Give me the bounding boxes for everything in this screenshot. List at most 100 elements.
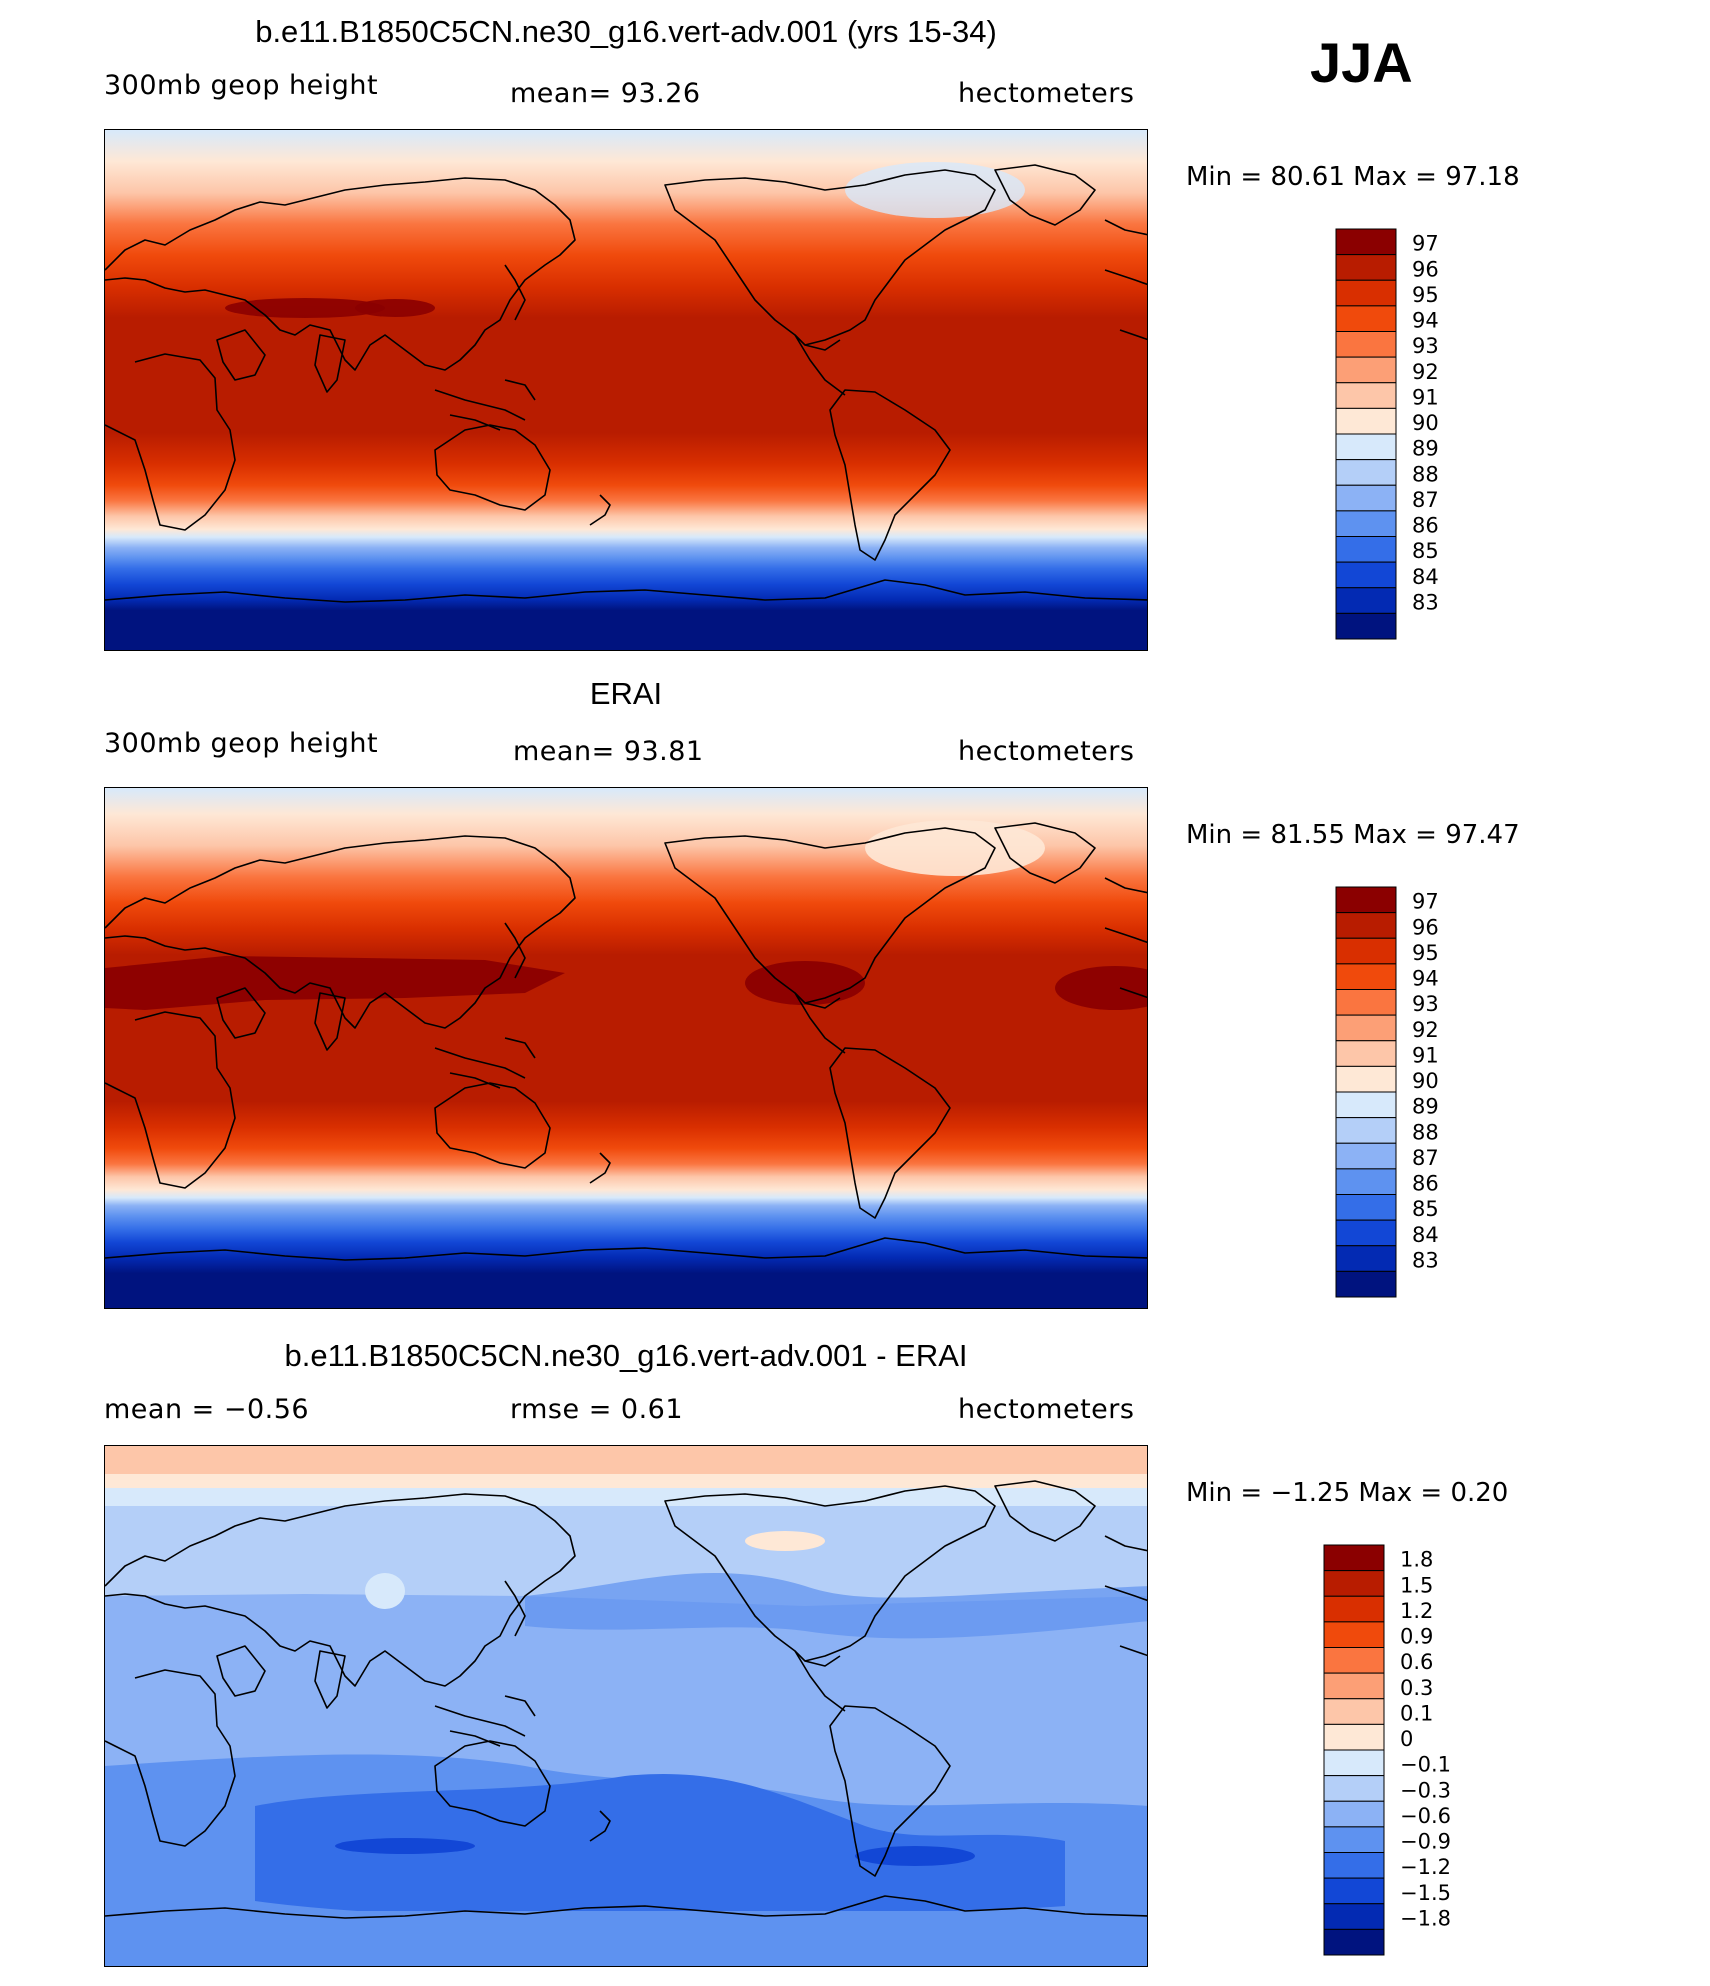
colorbar-box	[1323, 1570, 1385, 1597]
colorbar-box	[1323, 1723, 1385, 1751]
colorbar-box	[1335, 1194, 1397, 1221]
colorbar-tick-label: −0.6	[1400, 1804, 1451, 1828]
panel-3-title: b.e11.B1850C5CN.ne30_g16.vert-adv.001 - …	[284, 1338, 968, 1373]
colorbar-tick-label: −0.3	[1400, 1778, 1451, 1802]
colorbar-tick-label: 91	[1412, 1043, 1439, 1067]
colorbar-tick-label: 96	[1412, 915, 1439, 939]
colorbar-box	[1335, 1040, 1397, 1067]
colorbar-tick-label: 0.9	[1400, 1625, 1433, 1649]
colorbar-box	[1335, 510, 1397, 537]
colorbar-tick-label: −1.2	[1400, 1855, 1451, 1879]
colorbar-box	[1335, 228, 1397, 256]
colorbar-box	[1335, 886, 1397, 914]
colorbar-tick-label: 90	[1412, 1069, 1439, 1093]
colorbar-box	[1335, 963, 1397, 990]
colorbar-tick-label: 0.1	[1400, 1701, 1433, 1725]
panel-1-map	[104, 129, 1148, 651]
colorbar-box	[1323, 1800, 1385, 1828]
colorbar-tick-label: 86	[1412, 514, 1439, 538]
panel-3-colorbar: 1.8 1.5 1.2 0.9 0.6 0.3 0.1 0 −0.1 −0.3 −0.6 −0.9 −1…	[1323, 1544, 1484, 1957]
panel-1-field-label: 300mb geop height	[104, 70, 379, 101]
colorbar-box	[1335, 254, 1397, 281]
colorbar-tick-label: 0.6	[1400, 1650, 1433, 1674]
colorbar-box	[1335, 989, 1397, 1016]
colorbar-box	[1323, 1544, 1385, 1572]
colorbar-tick-label: 93	[1412, 334, 1439, 358]
colorbar-tick-label: 92	[1412, 360, 1439, 384]
panel-3-rmse-label: rmse = 0.61	[510, 1394, 684, 1425]
panel-2-field-label: 300mb geop height	[104, 728, 379, 759]
colorbar-box	[1335, 1270, 1397, 1298]
colorbar-tick-label: 96	[1412, 257, 1439, 281]
colorbar-tick-label: 83	[1412, 1248, 1439, 1272]
colorbar-box	[1335, 407, 1397, 435]
colorbar-box	[1323, 1928, 1385, 1956]
colorbar-tick-label: 1.5	[1400, 1573, 1433, 1597]
colorbar-box	[1335, 305, 1397, 332]
colorbar-box	[1335, 1168, 1397, 1195]
colorbar-tick-label: 90	[1412, 411, 1439, 435]
colorbar-tick-label: 93	[1412, 992, 1439, 1016]
colorbar-box	[1335, 561, 1397, 589]
colorbar-box	[1323, 1826, 1385, 1853]
colorbar-box	[1323, 1903, 1385, 1930]
colorbar-tick-label: 89	[1412, 437, 1439, 461]
colorbar-box	[1335, 356, 1397, 384]
colorbar-tick-label: 0	[1400, 1727, 1413, 1751]
colorbar-tick-label: 91	[1412, 385, 1439, 409]
colorbar-box	[1323, 1698, 1385, 1725]
colorbar-box	[1335, 484, 1397, 512]
colorbar-tick-label: 94	[1412, 309, 1439, 333]
panel-3-map	[104, 1445, 1148, 1967]
colorbar-tick-label: 85	[1412, 539, 1439, 563]
colorbar-tick-label: 88	[1412, 462, 1439, 486]
colorbar-tick-label: 87	[1412, 488, 1439, 512]
colorbar-box	[1335, 279, 1397, 307]
colorbar-tick-label: 95	[1412, 283, 1439, 307]
colorbar-box	[1323, 1647, 1385, 1674]
colorbar-box	[1335, 536, 1397, 563]
panel-2-title: ERAI	[589, 676, 663, 711]
colorbar-tick-label: 87	[1412, 1146, 1439, 1170]
colorbar-tick-label: −0.9	[1400, 1830, 1451, 1854]
panel-1-units-label: hectometers	[958, 78, 1135, 109]
colorbar-box	[1323, 1852, 1385, 1879]
colorbar-box	[1323, 1672, 1385, 1700]
colorbar-tick-label: 84	[1412, 565, 1439, 589]
colorbar-box	[1323, 1775, 1385, 1802]
panel-3-units-label: hectometers	[958, 1394, 1135, 1425]
colorbar-tick-label: 97	[1412, 890, 1439, 914]
colorbar-box	[1335, 1219, 1397, 1247]
colorbar-box	[1335, 331, 1397, 358]
colorbar-tick-label: 1.8	[1400, 1548, 1433, 1572]
colorbar-box	[1335, 1014, 1397, 1042]
colorbar-tick-label: 95	[1412, 941, 1439, 965]
colorbar-tick-label: −1.5	[1400, 1881, 1451, 1905]
colorbar-box	[1335, 587, 1397, 614]
panel-3-minmax: Min = −1.25 Max = 0.20	[1186, 1478, 1509, 1508]
panel-1-colorbar: 97 96 95 94 93 92 91 90 89 88 87 86 85 84 83	[1335, 228, 1476, 641]
colorbar-box	[1335, 1065, 1397, 1093]
colorbar-box	[1335, 612, 1397, 640]
colorbar-tick-label: 97	[1412, 232, 1439, 256]
panel-1-title: b.e11.B1850C5CN.ne30_g16.vert-adv.001 (y…	[255, 14, 997, 49]
colorbar-tick-label: −1.8	[1400, 1906, 1451, 1930]
season-label: JJA	[1310, 31, 1413, 94]
colorbar-tick-label: 83	[1412, 590, 1439, 614]
colorbar-box	[1335, 459, 1397, 486]
panel-1-minmax: Min = 80.61 Max = 97.18	[1186, 162, 1520, 192]
panel-1-mean-label: mean= 93.26	[510, 78, 701, 109]
colorbar-tick-label: 0.3	[1400, 1676, 1433, 1700]
panel-2-mean-label: mean= 93.81	[513, 736, 704, 767]
colorbar-tick-label: 92	[1412, 1018, 1439, 1042]
colorbar-box	[1335, 382, 1397, 409]
colorbar-tick-label: 88	[1412, 1120, 1439, 1144]
colorbar-box	[1335, 433, 1397, 461]
colorbar-tick-label: 86	[1412, 1172, 1439, 1196]
colorbar-tick-label: −0.1	[1400, 1753, 1451, 1777]
panel-2-colorbar: 97 96 95 94 93 92 91 90 89 88 87 86 85 84 83	[1335, 886, 1476, 1299]
colorbar-tick-label: 1.2	[1400, 1599, 1433, 1623]
colorbar-box	[1323, 1877, 1385, 1905]
colorbar-tick-label: 85	[1412, 1197, 1439, 1221]
colorbar-box	[1335, 1245, 1397, 1272]
